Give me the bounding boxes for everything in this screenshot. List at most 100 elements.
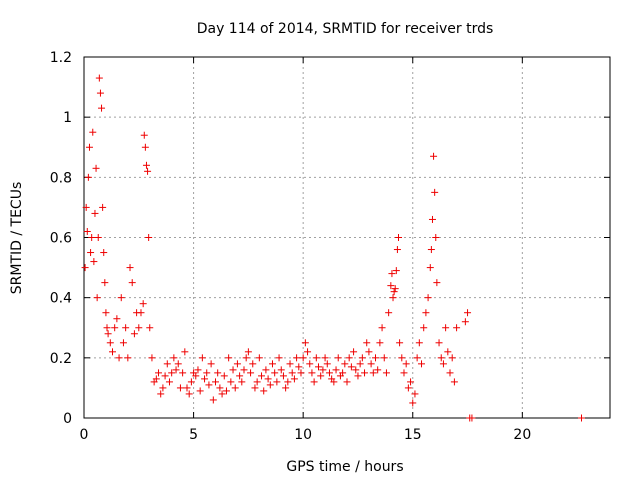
data-point	[371, 354, 379, 362]
data-point	[139, 300, 147, 308]
data-point	[253, 378, 261, 386]
y-axis-label: SRMTID / TECUs	[9, 182, 25, 295]
data-point	[444, 348, 452, 356]
data-point	[106, 339, 114, 347]
data-point	[96, 89, 104, 97]
data-point	[179, 369, 187, 377]
x-tick-label: 20	[513, 427, 531, 443]
data-point	[319, 366, 327, 374]
data-point	[255, 354, 263, 362]
data-point	[183, 384, 191, 392]
data-point	[334, 354, 342, 362]
data-point	[111, 324, 119, 332]
data-point	[390, 288, 398, 296]
data-point	[98, 104, 106, 112]
data-point	[356, 360, 364, 368]
data-point	[174, 360, 182, 368]
data-point	[310, 378, 318, 386]
data-point	[85, 143, 93, 151]
data-point	[389, 294, 397, 302]
data-point	[404, 384, 412, 392]
data-point	[137, 309, 145, 317]
data-point	[450, 378, 458, 386]
data-point	[172, 366, 180, 374]
data-point	[140, 131, 148, 139]
data-point	[115, 354, 123, 362]
data-point	[251, 384, 259, 392]
y-tick-label: 0	[63, 411, 72, 427]
data-point	[407, 378, 415, 386]
data-point	[350, 348, 358, 356]
data-point	[308, 369, 316, 377]
data-point	[249, 360, 257, 368]
data-point	[374, 366, 382, 374]
data-point	[82, 203, 90, 211]
data-point	[122, 324, 130, 332]
data-point	[418, 360, 426, 368]
data-point	[181, 348, 189, 356]
x-tick-label: 0	[80, 427, 89, 443]
data-point	[387, 282, 395, 290]
data-point	[395, 234, 403, 241]
data-point	[424, 294, 432, 302]
data-point	[229, 366, 237, 374]
data-points	[81, 74, 586, 422]
data-point	[88, 234, 96, 241]
data-point	[89, 128, 97, 136]
y-tick-label: 0.2	[50, 351, 72, 367]
x-tick-label: 5	[189, 427, 198, 443]
data-point	[128, 279, 136, 287]
data-point	[275, 354, 283, 362]
data-point	[222, 387, 230, 395]
data-point	[437, 354, 445, 362]
data-point	[102, 309, 110, 317]
data-point	[315, 363, 323, 371]
data-point	[262, 366, 270, 374]
data-point	[288, 369, 296, 377]
data-point	[433, 279, 441, 287]
data-point	[90, 258, 98, 266]
data-point	[398, 354, 406, 362]
data-point	[431, 188, 439, 196]
data-point	[343, 378, 351, 386]
data-point	[427, 246, 435, 254]
data-point	[271, 369, 279, 377]
data-point	[391, 285, 399, 293]
data-point	[277, 366, 285, 374]
data-point	[203, 369, 211, 377]
data-point	[258, 372, 266, 380]
data-point	[225, 354, 233, 362]
data-point	[393, 246, 401, 254]
data-point	[282, 384, 290, 392]
data-point	[124, 354, 132, 362]
data-point	[293, 354, 301, 362]
data-point	[273, 378, 281, 386]
data-point	[464, 309, 472, 317]
data-point	[161, 372, 169, 380]
data-point	[439, 360, 447, 368]
data-point	[299, 354, 307, 362]
y-tick-label: 0.6	[50, 231, 72, 247]
data-point	[392, 267, 400, 275]
data-point	[358, 354, 366, 362]
data-point	[266, 381, 274, 389]
data-point	[578, 414, 586, 422]
x-tick-label: 15	[404, 427, 422, 443]
data-point	[295, 363, 303, 371]
data-point	[268, 360, 276, 368]
data-point	[163, 360, 171, 368]
data-point	[187, 378, 195, 386]
data-point	[145, 234, 153, 241]
data-point	[220, 372, 228, 380]
data-point	[306, 360, 314, 368]
data-point	[446, 369, 454, 377]
y-tick-label: 1.2	[50, 50, 72, 66]
data-point	[365, 348, 373, 356]
data-point	[104, 330, 112, 338]
data-point	[240, 366, 248, 374]
data-point	[192, 372, 200, 380]
data-point	[312, 354, 320, 362]
data-point	[279, 372, 287, 380]
data-point	[157, 390, 165, 398]
y-tick-label: 1	[63, 110, 72, 126]
